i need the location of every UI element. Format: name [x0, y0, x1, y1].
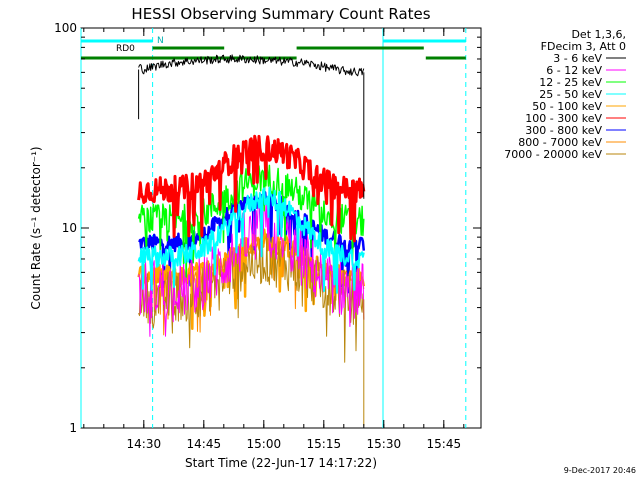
legend-header-line: FDecim 3, Att 0: [541, 40, 626, 53]
y-tick-label: 10: [62, 221, 77, 235]
series-group: [137, 54, 366, 427]
rd0-label: RD0: [116, 44, 135, 54]
legend-entry-label: 3 - 6 keV: [553, 52, 602, 65]
legend-entry-label: 100 - 300 keV: [525, 112, 602, 125]
y-axis-label: Count Rate (s⁻¹ detector⁻¹): [29, 146, 43, 309]
plot-area: RD0 N: [80, 27, 482, 429]
legend-entry-label: 800 - 7000 keV: [518, 136, 602, 149]
series-line-3to6keV: [138, 54, 365, 77]
legend-entry-label: 12 - 25 keV: [539, 76, 602, 89]
x-tick-label: 14:30: [127, 437, 162, 451]
legend-entry-label: 300 - 800 keV: [525, 124, 602, 137]
x-axis-label: Start Time (22-Jun-17 14:17:22): [185, 456, 377, 470]
x-axis-ticks: 14:30 14:45 15:00 15:15 15:30 15:45: [83, 28, 465, 451]
legend-entry-label: 6 - 12 keV: [546, 64, 602, 77]
legend-entry-label: 7000 - 20000 keV: [504, 148, 602, 161]
y-tick-label: 1: [69, 421, 77, 435]
footer-date: 9-Dec-2017 20:46: [564, 466, 636, 475]
legend-entry-label: 50 - 100 keV: [532, 100, 602, 113]
series-line-100to300keV: [137, 134, 366, 243]
series-line-25to50keV: [137, 186, 365, 294]
chart-title: HESSI Observing Summary Count Rates: [131, 5, 430, 23]
legend-entry-label: 25 - 50 keV: [539, 88, 602, 101]
x-tick-label: 14:45: [187, 437, 222, 451]
y-tick-label: 100: [54, 21, 77, 35]
legend-header-line: Det 1,3,6,: [571, 28, 626, 41]
y-axis-ticks: 1 10 100: [54, 21, 481, 435]
series-line-6to12keV: [138, 201, 365, 337]
series-line-7000to20000keV: [138, 233, 365, 363]
x-tick-label: 15:30: [367, 437, 402, 451]
x-tick-label: 15:00: [247, 437, 282, 451]
n-label: N: [157, 36, 164, 46]
series-line-12to25keV: [137, 163, 365, 278]
x-tick-label: 15:15: [307, 437, 342, 451]
x-tick-label: 15:45: [427, 437, 462, 451]
